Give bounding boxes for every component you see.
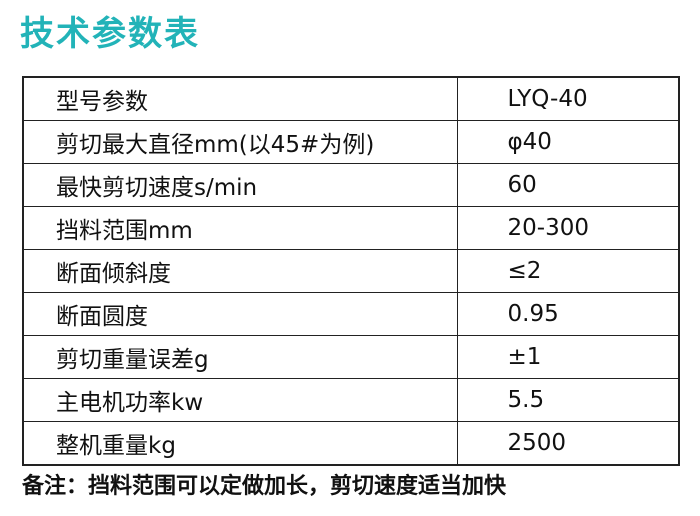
param-value: 0.95 <box>456 292 680 336</box>
table-body: 型号参数 LYQ-40 剪切最大直径mm(以45#为例) φ40 最快剪切速度s/min… <box>22 76 680 466</box>
param-value: LYQ-40 <box>456 76 680 121</box>
param-name: 剪切最大直径mm(以45#为例) <box>22 120 458 164</box>
param-value: ≤2 <box>456 249 680 293</box>
table-row: 主电机功率kw 5.5 <box>22 378 680 422</box>
param-name: 断面倾斜度 <box>22 249 458 293</box>
table-row: 断面倾斜度 ≤2 <box>22 249 680 293</box>
param-name: 最快剪切速度s/min <box>22 163 458 207</box>
table-row: 剪切重量误差g ±1 <box>22 335 680 379</box>
param-name: 整机重量kg <box>22 421 458 466</box>
table-row: 最快剪切速度s/min 60 <box>22 163 680 207</box>
spec-table: 型号参数 LYQ-40 剪切最大直径mm(以45#为例) φ40 最快剪切速度s/min… <box>22 76 680 466</box>
param-value: 2500 <box>456 421 680 466</box>
param-name: 剪切重量误差g <box>22 335 458 379</box>
title: 技术参数表 <box>20 14 200 54</box>
table-row: 挡料范围mm 20-300 <box>22 206 680 250</box>
table-row: 型号参数 LYQ-40 <box>22 76 680 121</box>
note: 备注：挡料范围可以定做加长，剪切速度适当加快 <box>22 474 507 499</box>
table-row: 剪切最大直径mm(以45#为例) φ40 <box>22 120 680 164</box>
param-value: 60 <box>456 163 680 207</box>
table-row: 整机重量kg 2500 <box>22 421 680 466</box>
param-value: 5.5 <box>456 378 680 422</box>
param-name: 主电机功率kw <box>22 378 458 422</box>
param-name: 型号参数 <box>22 76 458 121</box>
param-value: ±1 <box>456 335 680 379</box>
param-value: φ40 <box>456 120 680 164</box>
param-name: 挡料范围mm <box>22 206 458 250</box>
param-value: 20-300 <box>456 206 680 250</box>
param-name: 断面圆度 <box>22 292 458 336</box>
table-row: 断面圆度 0.95 <box>22 292 680 336</box>
